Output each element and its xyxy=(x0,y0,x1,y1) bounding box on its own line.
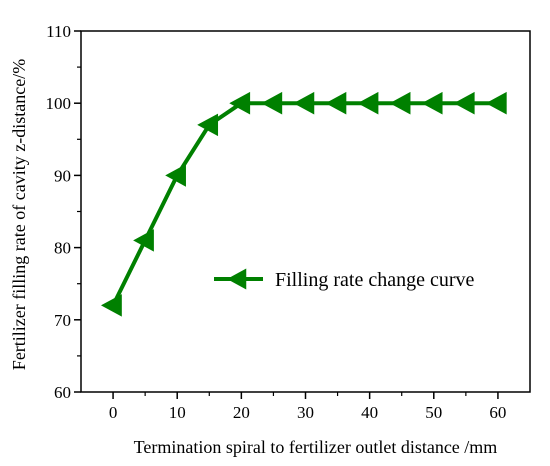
axes-frame xyxy=(80,30,531,393)
y-tick-label: 100 xyxy=(46,94,72,113)
data-point xyxy=(197,113,219,137)
x-axis-ticks: 0 10 20 30 40 50 60 xyxy=(109,392,506,422)
x-tick-label: 40 xyxy=(361,403,378,422)
data-point xyxy=(357,91,379,115)
x-tick-label: 20 xyxy=(233,403,250,422)
data-point xyxy=(229,91,251,115)
y-tick-label: 90 xyxy=(54,166,71,185)
x-tick-label: 30 xyxy=(297,403,314,422)
y-tick-label: 70 xyxy=(54,311,71,330)
x-tick-label: 0 xyxy=(109,403,118,422)
y-tick-label: 60 xyxy=(54,383,71,402)
data-point xyxy=(261,91,283,115)
x-axis-label: Termination spiral to fertilizer outlet … xyxy=(134,437,498,457)
data-point xyxy=(165,164,186,187)
plot-area xyxy=(101,91,507,317)
legend: Filling rate change curve xyxy=(214,268,474,291)
data-point xyxy=(293,91,315,115)
x-tick-label: 50 xyxy=(425,403,442,422)
y-tick-label: 80 xyxy=(54,239,71,258)
data-point xyxy=(453,91,475,115)
y-axis-label: Fertilizer filling rate of cavity z-dist… xyxy=(9,59,29,370)
y-axis-ticks: 60 70 80 90 100 110 xyxy=(46,22,81,402)
data-point xyxy=(133,229,154,252)
legend-label: Filling rate change curve xyxy=(275,269,474,291)
data-point xyxy=(325,91,347,115)
data-point xyxy=(101,294,122,317)
x-tick-label: 10 xyxy=(169,403,186,422)
legend-marker xyxy=(227,268,247,290)
data-point xyxy=(421,91,443,115)
x-tick-label: 60 xyxy=(489,403,506,422)
data-point xyxy=(389,91,411,115)
y-tick-label: 110 xyxy=(46,22,71,41)
data-point xyxy=(485,91,507,115)
